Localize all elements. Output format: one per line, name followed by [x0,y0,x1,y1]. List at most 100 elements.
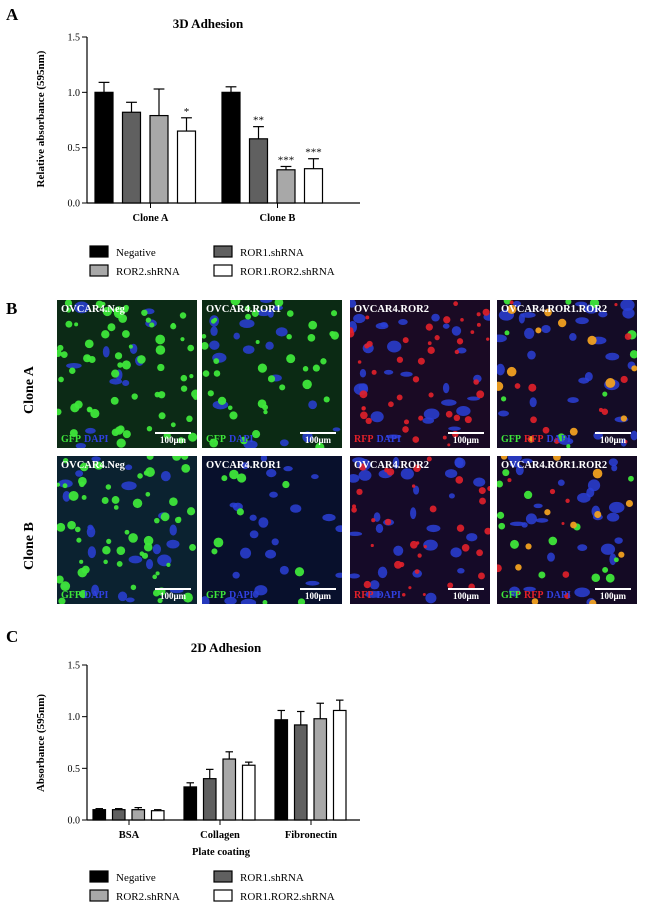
micrograph-tile: OVCAR4.ROR2 RFP DAPI 100μm [350,300,490,448]
scale-bar-line [155,432,191,434]
micrograph-title: OVCAR4.ROR2 [354,460,429,471]
legend-label: ROR1.ROR2.shRNA [240,891,335,903]
micrograph-image [57,456,196,604]
x-tick-label: Collagen [200,830,240,841]
micrograph-title: OVCAR4.Neg [61,304,125,315]
significance-label: *** [278,154,295,166]
bar [293,724,308,821]
legend-swatch [213,889,233,902]
stain-blue: DAPI [546,434,571,445]
legend-swatch [213,870,233,883]
scale-bar-line [155,588,191,590]
scale-bar: 100μm [300,588,336,601]
stain-label: GFP RFP DAPI [501,590,574,601]
scale-bar-label: 100μm [452,591,480,601]
significance-label: *** [305,147,322,159]
stain-label: GFP RFP DAPI [501,434,574,445]
scale-bar: 100μm [300,432,336,445]
y-tick-label: 1.0 [68,88,81,99]
bar [94,91,114,204]
bar [176,130,197,204]
bar [222,758,237,821]
legend: Negative ROR1.shRNA ROR2.shRNA ROR1.ROR2.sh… [89,870,335,903]
micrograph-title: OVCAR4.ROR1.ROR2 [501,304,608,315]
x-tick-label: BSA [119,830,140,841]
stain-blue: DAPI [229,434,254,445]
legend-swatch [89,245,109,258]
scale-bar: 100μm [595,588,631,601]
stain-label: GFP DAPI [61,590,111,601]
scale-bar-label: 100μm [304,435,332,445]
bar [183,786,198,821]
micrograph-tile: OVCAR4.Neg GFP DAPI 100μm [57,456,197,604]
legend-label: ROR1.shRNA [240,872,304,884]
scale-bar-line [595,432,631,434]
stain-red: RFP [524,434,544,445]
x-axis-label: Plate coating [192,847,251,858]
bar [248,138,269,204]
legend-swatch [89,889,109,902]
scale-bar-label: 100μm [159,591,187,601]
chart-2d-adhesion: C 2D Adhesion Absorbance (595nm) Plate c… [6,627,360,903]
micrograph-image [57,300,197,448]
scale-bar-line [595,588,631,590]
panel-letter-c: C [6,627,18,646]
scale-bar-label: 100μm [599,435,627,445]
legend-label: ROR1.ROR2.shRNA [240,266,335,278]
scale-bar-line [300,588,336,590]
x-tick-label: Clone A [133,213,169,224]
scale-bar-line [448,432,484,434]
y-tick-label: 1.0 [68,712,81,723]
y-tick-label: 0.5 [68,764,81,775]
bar [131,809,146,821]
micrograph-image [350,456,490,604]
x-tick-label: Clone B [260,213,296,224]
scale-bar-label: 100μm [304,591,332,601]
micrograph-image [497,300,637,448]
stain-label: GFP DAPI [206,434,256,445]
legend: Negative ROR1.shRNA ROR2.shRNA ROR1.ROR2.sh… [89,245,335,278]
micrograph-image [202,300,341,448]
scale-bar: 100μm [448,588,484,601]
bar [221,91,241,204]
micrograph-title: OVCAR4.ROR1 [206,460,281,471]
micrograph-tile: OVCAR4.ROR1.ROR2 GFP RFP DAPI 100μm [497,456,637,604]
stain-green: GFP [501,434,521,445]
stain-blue: DAPI [376,590,401,601]
stain-label: GFP DAPI [206,590,256,601]
micrograph-title: OVCAR4.ROR2 [354,304,429,315]
micrograph-tile: OVCAR4.Neg GFP DAPI 100μm [57,300,197,448]
scale-bar-line [448,588,484,590]
stain-blue: DAPI [84,434,109,445]
legend-label: ROR2.shRNA [116,891,180,903]
micrograph-image [202,456,342,604]
row-label-clone-b: Clone B [22,522,37,570]
legend-label: ROR2.shRNA [116,266,180,278]
y-tick-label: 1.5 [68,33,81,44]
micrograph-title: OVCAR4.ROR1.ROR2 [501,460,608,471]
scale-bar-line [300,432,336,434]
chart-title: 2D Adhesion [191,640,262,655]
legend-label: ROR1.shRNA [240,247,304,259]
significance-label: ** [253,115,264,127]
bar [303,168,324,204]
micrograph-image [497,456,634,604]
stain-label: GFP DAPI [61,434,111,445]
stain-blue: DAPI [229,590,254,601]
row-label-clone-a: Clone A [22,366,37,414]
micrograph-tile: OVCAR4.ROR1 GFP DAPI 100μm [202,300,342,448]
stain-green: GFP [206,590,226,601]
bar [313,718,328,821]
bar [121,111,142,204]
legend-label: Negative [116,872,156,884]
legend-swatch [213,264,233,277]
bar [202,778,217,821]
panel-letter-a: A [6,5,19,24]
panel-letter-b: B [6,299,17,318]
scale-bar: 100μm [595,432,631,445]
y-tick-label: 1.5 [68,661,81,672]
y-axis-label: Absorbance (595nm) [35,694,47,792]
bar [150,810,165,821]
chart-3d-adhesion: A 3D Adhesion Relative absorbance (595nm… [6,5,360,278]
y-axis-label: Relative absorbance (595nm) [35,50,47,187]
